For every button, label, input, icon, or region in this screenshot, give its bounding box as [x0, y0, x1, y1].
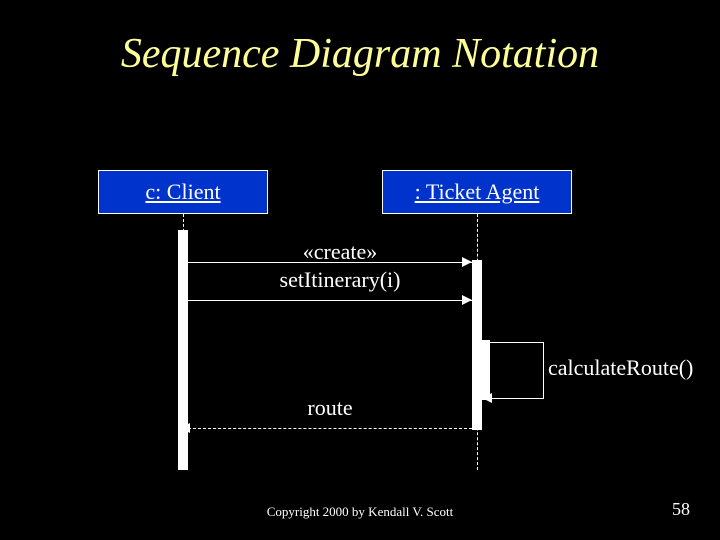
slide-title: Sequence Diagram Notation: [0, 30, 720, 78]
msg-route-line: [188, 428, 472, 429]
msg-setitinerary-text: setItinerary(i): [240, 266, 440, 294]
msg-calcroute-down: [543, 342, 544, 398]
activation-ticket-agent-self: [480, 340, 490, 400]
msg-route-arrow: [180, 423, 190, 433]
msg-route-label: route: [240, 395, 420, 421]
msg-calcroute-back: [490, 398, 544, 399]
object-client: c: Client: [98, 170, 268, 214]
msg-create-text: «create»: [240, 238, 440, 266]
msg-calcroute-arrow: [482, 393, 492, 403]
slide: Sequence Diagram Notation c: Client : Ti…: [0, 0, 720, 540]
object-ticket-agent: : Ticket Agent: [382, 170, 572, 214]
object-client-label: c: Client: [145, 179, 220, 204]
msg-create-set-label: «create» setItinerary(i): [240, 238, 440, 293]
msg-create-arrow: [462, 257, 472, 267]
object-ticket-agent-label: : Ticket Agent: [415, 179, 540, 204]
msg-calcroute-out: [482, 342, 544, 343]
activation-client: [178, 230, 188, 470]
copyright-text: Copyright 2000 by Kendall V. Scott: [0, 504, 720, 520]
msg-calcroute-label: calculateRoute(): [548, 355, 693, 381]
msg-setitinerary-arrow: [462, 295, 472, 305]
page-number: 58: [672, 499, 690, 520]
msg-setitinerary-line: [188, 300, 472, 301]
